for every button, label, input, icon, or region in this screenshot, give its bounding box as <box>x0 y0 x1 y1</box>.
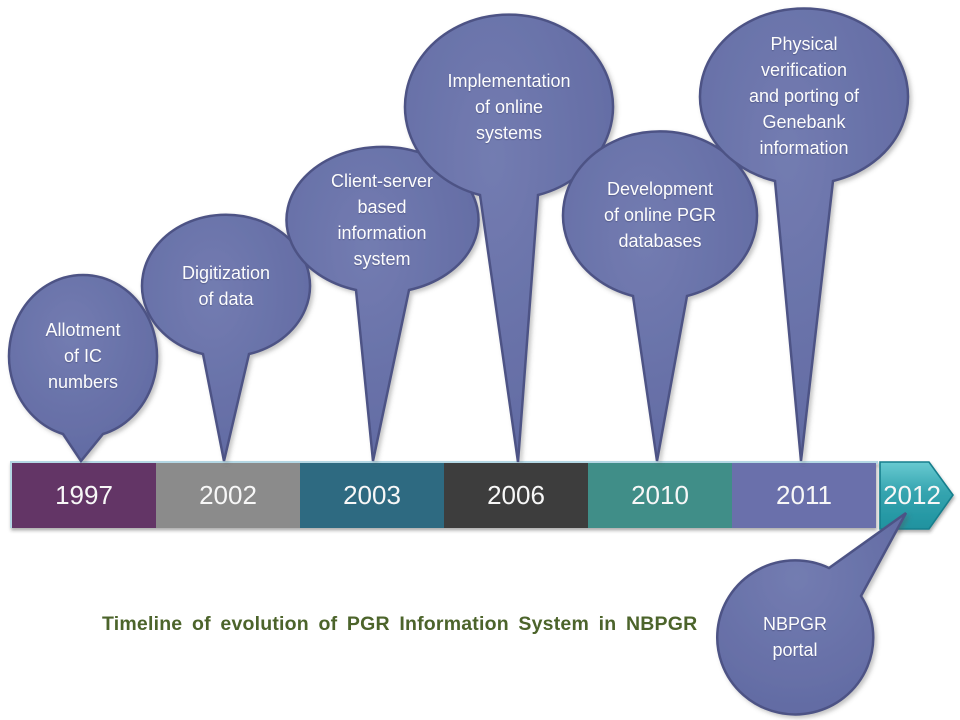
timeline-segment-1997 <box>12 463 156 528</box>
year-label-2002: 2002 <box>199 480 257 510</box>
year-label-2003: 2003 <box>343 480 401 510</box>
timeline-segment-2010 <box>588 463 732 528</box>
year-label-2012: 2012 <box>883 480 941 510</box>
callout-pgr-databases <box>561 130 759 462</box>
timeline-arrow-2012 <box>879 461 954 530</box>
callout-genebank <box>698 7 910 462</box>
callout-digitization <box>140 213 312 462</box>
timeline-bar <box>10 461 954 530</box>
timeline-segment-2011 <box>732 463 876 528</box>
year-label-2006: 2006 <box>487 480 545 510</box>
timeline-left-edge <box>10 461 13 528</box>
callout-nbpgr-portal <box>716 511 908 716</box>
timeline-segment-2006 <box>444 463 588 528</box>
callout-client-server <box>285 145 480 462</box>
callout-balloons <box>7 7 910 716</box>
year-labels: 1997 2002 2003 2006 2010 2011 2012 <box>55 480 941 510</box>
callout-allotment-ic <box>7 273 159 464</box>
timeline-top-edge <box>10 461 878 464</box>
year-label-1997: 1997 <box>55 480 113 510</box>
year-label-2010: 2010 <box>631 480 689 510</box>
slide-caption: Timeline of evolution of PGR Information… <box>102 613 698 635</box>
timeline-segment-2002 <box>156 463 300 528</box>
year-label-2011: 2011 <box>776 480 832 510</box>
timeline-segment-2003 <box>300 463 444 528</box>
